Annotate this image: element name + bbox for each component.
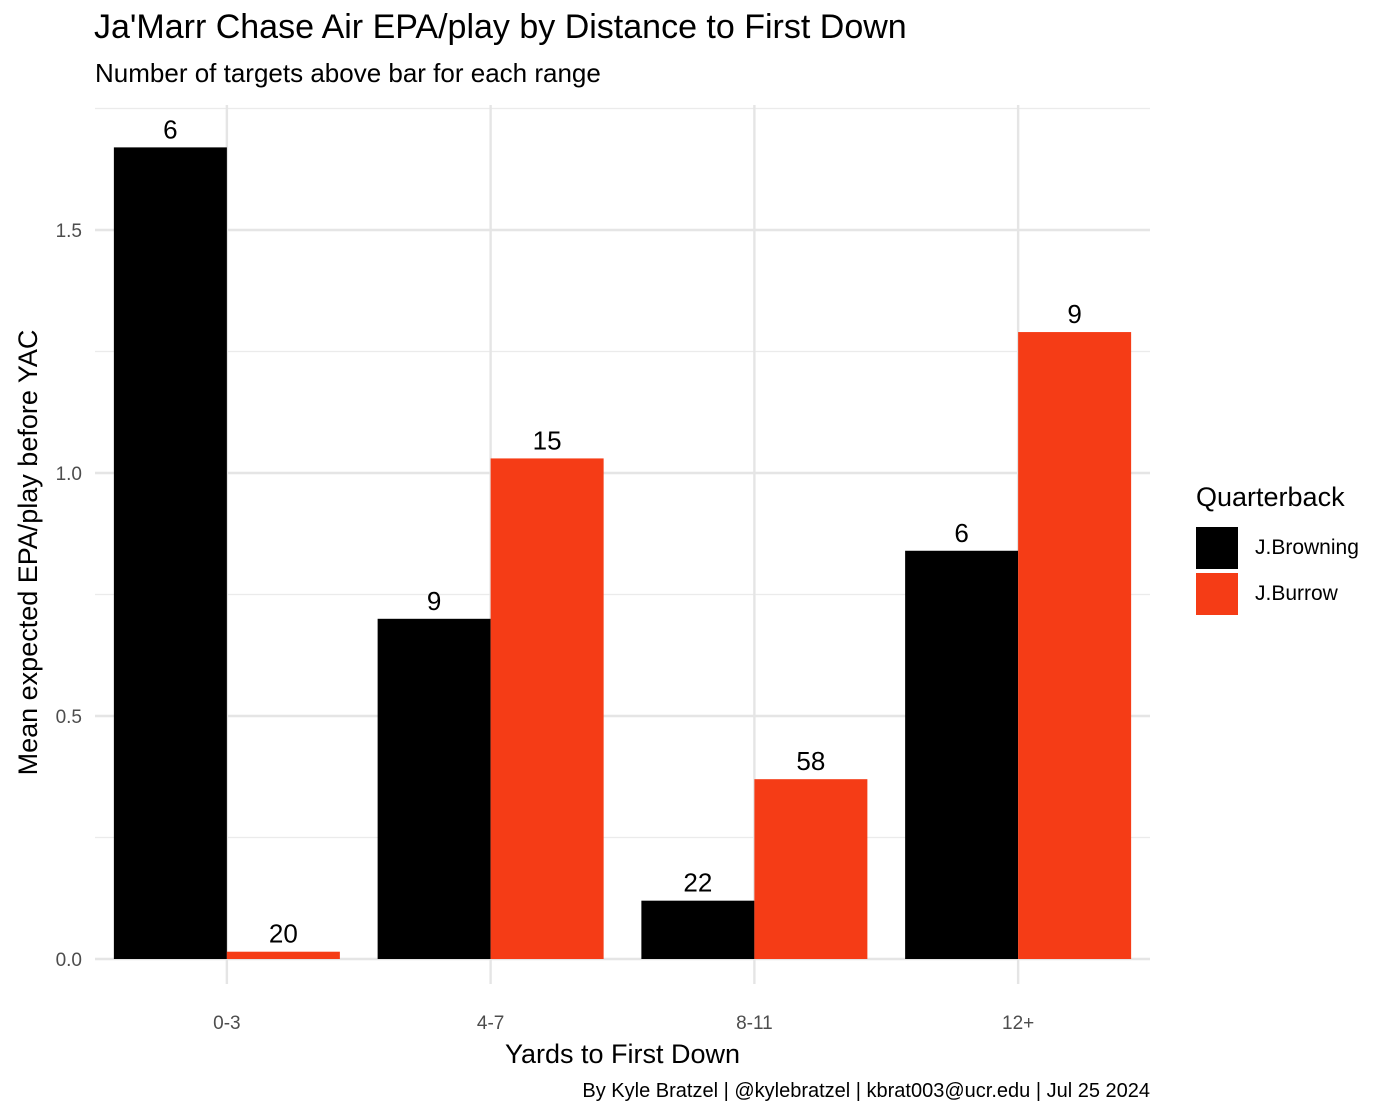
- bar-data-label: 58: [796, 746, 825, 776]
- legend-title: Quarterback: [1196, 482, 1345, 512]
- bar-jbrowning-12+: [905, 550, 1019, 959]
- x-tick-label: 8-11: [736, 1013, 773, 1034]
- bar-data-label: 15: [533, 425, 562, 455]
- legend-item-browning: J.Browning: [1196, 525, 1359, 571]
- bar-jburrow-12+: [1018, 332, 1132, 959]
- bar-jburrow-0-3: [226, 951, 340, 959]
- bar-data-label: 6: [954, 518, 968, 548]
- bar-jburrow-8-11: [754, 779, 868, 959]
- x-tick-label: 12+: [1002, 1013, 1034, 1034]
- legend: Quarterback J.Browning J.Burrow: [1196, 482, 1359, 617]
- bar-jburrow-4-7: [490, 458, 604, 959]
- legend-label-burrow: J.Burrow: [1255, 582, 1338, 605]
- legend-key-browning: [1196, 527, 1238, 569]
- bar-data-label: 6: [163, 114, 177, 144]
- x-axis-title: Yards to First Down: [505, 1039, 740, 1069]
- legend-item-burrow: J.Burrow: [1196, 571, 1359, 617]
- y-axis-title: Mean expected EPA/play before YAC: [13, 330, 43, 776]
- chart-title: Ja'Marr Chase Air EPA/play by Distance t…: [94, 8, 907, 46]
- bar-jbrowning-4-7: [377, 618, 491, 959]
- bar-data-label: 22: [683, 868, 712, 898]
- x-tick-label: 0-3: [213, 1013, 240, 1034]
- legend-label-browning: J.Browning: [1255, 536, 1359, 559]
- chart-caption: By Kyle Bratzel | @kylebratzel | kbrat00…: [582, 1080, 1150, 1102]
- bar-jbrowning-8-11: [641, 900, 755, 959]
- chart-subtitle: Number of targets above bar for each ran…: [95, 58, 601, 88]
- x-tick-label: 4-7: [477, 1013, 504, 1034]
- y-tick-label: 0.5: [56, 707, 82, 728]
- y-tick-label: 0.0: [56, 950, 82, 971]
- legend-key-burrow: [1196, 573, 1238, 615]
- y-tick-label: 1.0: [56, 464, 82, 485]
- bar-jbrowning-0-3: [113, 147, 227, 959]
- y-tick-label: 1.5: [56, 221, 82, 242]
- bar-data-label: 9: [1067, 299, 1081, 329]
- bar-data-label: 20: [269, 919, 298, 949]
- bar-data-label: 9: [427, 586, 441, 616]
